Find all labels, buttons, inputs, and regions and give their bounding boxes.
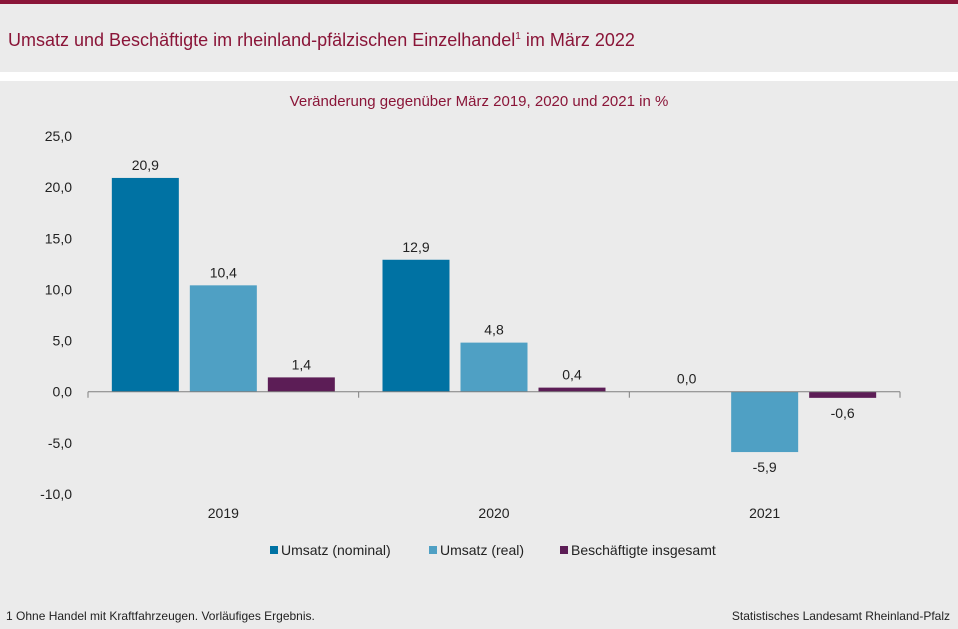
y-tick-label: -5,0: [48, 435, 72, 451]
legend-swatch: [270, 546, 278, 554]
data-label: 1,4: [292, 356, 312, 372]
header: Umsatz und Beschäftigte im rheinland-pfä…: [0, 4, 958, 72]
y-tick-label: 5,0: [53, 333, 73, 349]
bar: [731, 391, 799, 453]
y-tick-label: 25,0: [45, 128, 72, 144]
bar: [382, 259, 450, 392]
top-rule: [0, 0, 958, 4]
source-credit: Statistisches Landesamt Rheinland-Pfalz: [731, 609, 950, 623]
title-main: Umsatz und Beschäftigte im rheinland-pfä…: [8, 30, 516, 50]
x-category-label: 2019: [208, 505, 239, 521]
legend-label: Umsatz (nominal): [281, 542, 391, 558]
chart-title: Umsatz und Beschäftigte im rheinland-pfä…: [8, 30, 635, 51]
legend-label: Beschäftigte insgesamt: [571, 542, 716, 558]
title-tail: im März 2022: [520, 30, 635, 50]
bar: [111, 177, 179, 392]
header-separator: [0, 72, 958, 81]
bar: [267, 377, 335, 392]
y-tick-label: 20,0: [45, 179, 72, 195]
y-tick-label: 10,0: [45, 281, 72, 297]
data-label: 4,8: [484, 322, 504, 338]
x-category-label: 2020: [478, 505, 509, 521]
legend-label: Umsatz (real): [440, 542, 524, 558]
data-label: -0,6: [831, 405, 855, 421]
title-footnote-mark: 1: [515, 31, 521, 42]
y-tick-label: 15,0: [45, 230, 72, 246]
bar: [809, 391, 877, 398]
y-tick-label: -10,0: [40, 486, 72, 502]
legend-swatch: [560, 546, 568, 554]
bar: [189, 285, 257, 392]
data-label: 12,9: [402, 239, 429, 255]
chart-subtitle: Veränderung gegenüber März 2019, 2020 un…: [290, 93, 669, 110]
footnote: 1 Ohne Handel mit Kraftfahrzeugen. Vorlä…: [6, 609, 315, 623]
bar: [538, 387, 606, 392]
data-label: 0,0: [677, 371, 697, 387]
legend-swatch: [429, 546, 437, 554]
y-tick-label: 0,0: [53, 384, 73, 400]
bar: [460, 342, 528, 392]
data-label: 0,4: [562, 367, 582, 383]
data-label: 10,4: [210, 264, 237, 280]
data-label: 20,9: [132, 157, 159, 173]
x-category-label: 2021: [749, 505, 780, 521]
data-label: -5,9: [753, 459, 777, 475]
